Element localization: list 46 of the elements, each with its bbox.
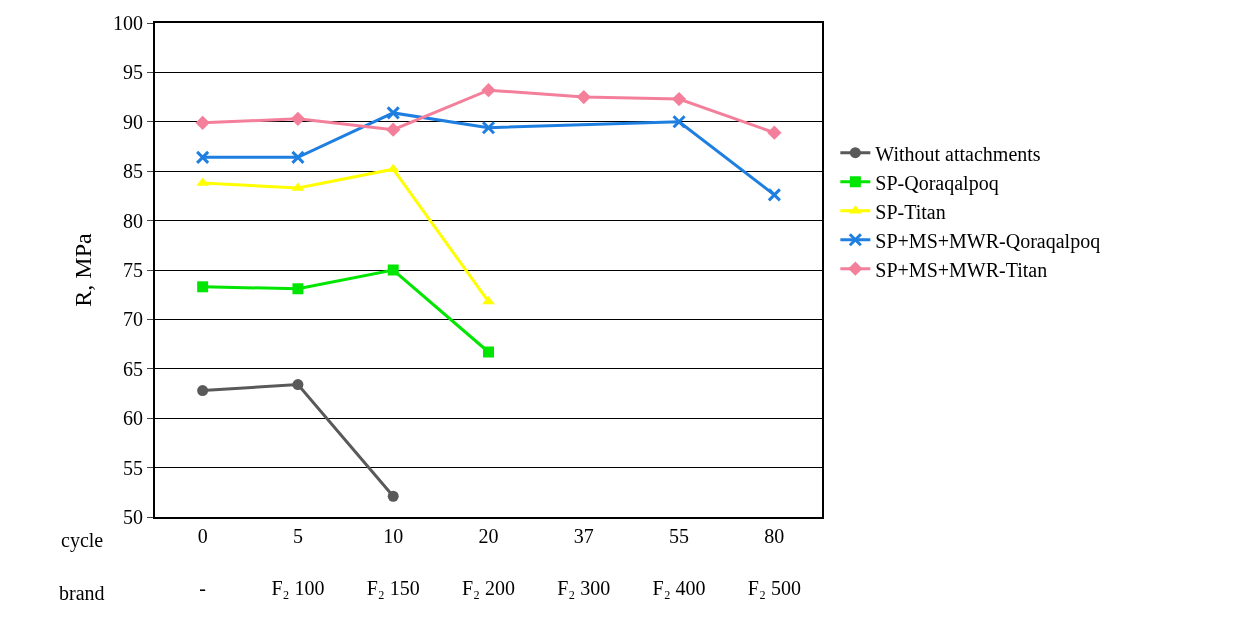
point — [767, 187, 782, 202]
point — [292, 379, 304, 391]
y-tick-label: 60 — [123, 407, 143, 430]
y-tick-label: 65 — [123, 357, 143, 380]
legend-label: SP+MS+MWR-Qoraqalpoq — [875, 229, 1101, 253]
y-tick-label: 95 — [123, 61, 143, 84]
point — [387, 490, 399, 502]
legend-label: SP-Titan — [875, 200, 946, 223]
y-tick-label: 90 — [123, 110, 143, 133]
y-tick-label: 80 — [123, 209, 143, 232]
category-label: 80 F₂ 500 — [747, 525, 801, 599]
category-label: 37 F₂ 300 — [557, 525, 611, 599]
text: brand — [59, 582, 105, 604]
point — [290, 111, 306, 126]
category-label: 20 F₂ 200 — [461, 525, 516, 599]
y-tick-label: 70 — [123, 308, 143, 331]
point — [671, 91, 687, 107]
point — [481, 83, 496, 98]
legend-label: SP+MS+MWR-Titan — [875, 258, 1048, 281]
point — [292, 283, 304, 295]
y-axis-title: R, MPa — [69, 232, 96, 307]
point — [767, 125, 782, 140]
point — [197, 385, 209, 397]
point — [483, 346, 494, 358]
y-tick-label: 75 — [123, 259, 143, 281]
point — [195, 115, 210, 130]
point — [481, 120, 496, 135]
point — [386, 122, 401, 137]
category-label: 10 F₂ 150 — [366, 525, 420, 599]
y-tick-label: 85 — [123, 160, 143, 183]
category-label: 55 F₂ 400 — [652, 525, 706, 599]
category-label: 5 F₂ 100 — [271, 525, 325, 599]
legend-label: Without attachments — [875, 142, 1041, 165]
legend-label: SP-Qoraqalpoq — [875, 171, 999, 195]
y-tick-label: 55 — [123, 456, 143, 479]
point — [195, 150, 210, 165]
point — [197, 281, 209, 293]
category-label: 0 - — [197, 525, 208, 599]
point — [290, 150, 305, 165]
point — [387, 264, 399, 276]
y-tick-label: 100 — [113, 12, 143, 34]
point — [386, 105, 401, 120]
point — [576, 89, 591, 105]
y-tick-label: 50 — [123, 506, 143, 528]
point — [672, 114, 687, 129]
text: cycle — [61, 529, 104, 552]
